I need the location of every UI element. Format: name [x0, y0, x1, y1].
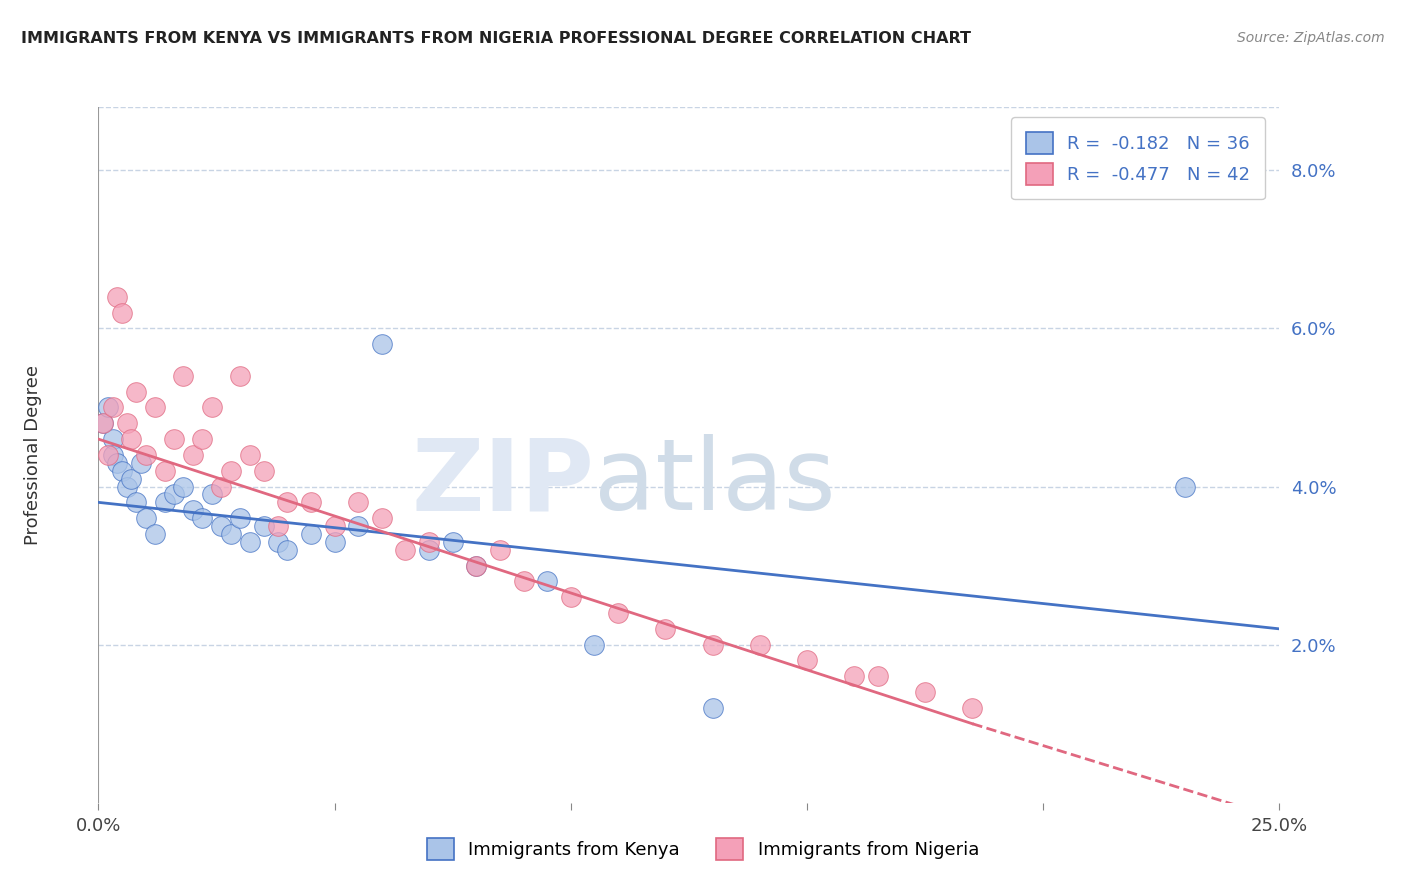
Point — [371, 337, 394, 351]
Point — [153, 464, 176, 478]
Point — [125, 384, 148, 399]
Point — [267, 519, 290, 533]
Point — [172, 479, 194, 493]
Point — [441, 534, 464, 549]
Point — [1174, 479, 1197, 493]
Point — [239, 534, 262, 549]
Point — [97, 448, 120, 462]
Point — [276, 495, 298, 509]
Point — [115, 479, 138, 493]
Point — [121, 472, 143, 486]
Point — [163, 432, 186, 446]
Point — [962, 701, 984, 715]
Point — [172, 368, 194, 383]
Point — [229, 368, 252, 383]
Point — [181, 503, 204, 517]
Point — [191, 432, 214, 446]
Point — [607, 606, 630, 620]
Text: Professional Degree: Professional Degree — [24, 365, 42, 545]
Legend: R =  -0.182   N = 36, R =  -0.477   N = 42: R = -0.182 N = 36, R = -0.477 N = 42 — [1011, 118, 1264, 200]
Point — [702, 638, 724, 652]
Point — [914, 685, 936, 699]
Point — [143, 401, 166, 415]
Point — [253, 519, 276, 533]
Point — [153, 495, 176, 509]
Point — [219, 527, 242, 541]
Point — [121, 432, 143, 446]
Point — [201, 401, 224, 415]
Point — [844, 669, 866, 683]
Text: IMMIGRANTS FROM KENYA VS IMMIGRANTS FROM NIGERIA PROFESSIONAL DEGREE CORRELATION: IMMIGRANTS FROM KENYA VS IMMIGRANTS FROM… — [21, 31, 972, 46]
Legend: Immigrants from Kenya, Immigrants from Nigeria: Immigrants from Kenya, Immigrants from N… — [412, 823, 994, 874]
Point — [796, 653, 818, 667]
Point — [105, 456, 128, 470]
Point — [583, 638, 606, 652]
Point — [101, 401, 124, 415]
Point — [276, 542, 298, 557]
Point — [135, 511, 157, 525]
Text: atlas: atlas — [595, 434, 837, 532]
Point — [489, 542, 512, 557]
Point — [219, 464, 242, 478]
Point — [418, 534, 440, 549]
Point — [323, 519, 346, 533]
Point — [115, 417, 138, 431]
Point — [209, 519, 232, 533]
Point — [702, 701, 724, 715]
Point — [91, 417, 114, 431]
Point — [101, 448, 124, 462]
Point — [239, 448, 262, 462]
Point — [181, 448, 204, 462]
Point — [163, 487, 186, 501]
Point — [105, 290, 128, 304]
Point — [201, 487, 224, 501]
Point — [253, 464, 276, 478]
Point — [143, 527, 166, 541]
Point — [129, 456, 152, 470]
Point — [560, 591, 582, 605]
Point — [866, 669, 889, 683]
Point — [111, 464, 134, 478]
Point — [465, 558, 488, 573]
Point — [229, 511, 252, 525]
Point — [323, 534, 346, 549]
Point — [125, 495, 148, 509]
Point — [91, 417, 114, 431]
Point — [97, 401, 120, 415]
Point — [748, 638, 770, 652]
Point — [299, 527, 322, 541]
Point — [536, 574, 558, 589]
Point — [465, 558, 488, 573]
Point — [371, 511, 394, 525]
Text: Source: ZipAtlas.com: Source: ZipAtlas.com — [1237, 31, 1385, 45]
Point — [299, 495, 322, 509]
Point — [512, 574, 534, 589]
Point — [267, 534, 290, 549]
Point — [135, 448, 157, 462]
Point — [191, 511, 214, 525]
Point — [101, 432, 124, 446]
Point — [418, 542, 440, 557]
Point — [654, 622, 676, 636]
Point — [347, 495, 370, 509]
Point — [111, 305, 134, 319]
Point — [347, 519, 370, 533]
Point — [394, 542, 416, 557]
Point — [209, 479, 232, 493]
Text: ZIP: ZIP — [412, 434, 595, 532]
